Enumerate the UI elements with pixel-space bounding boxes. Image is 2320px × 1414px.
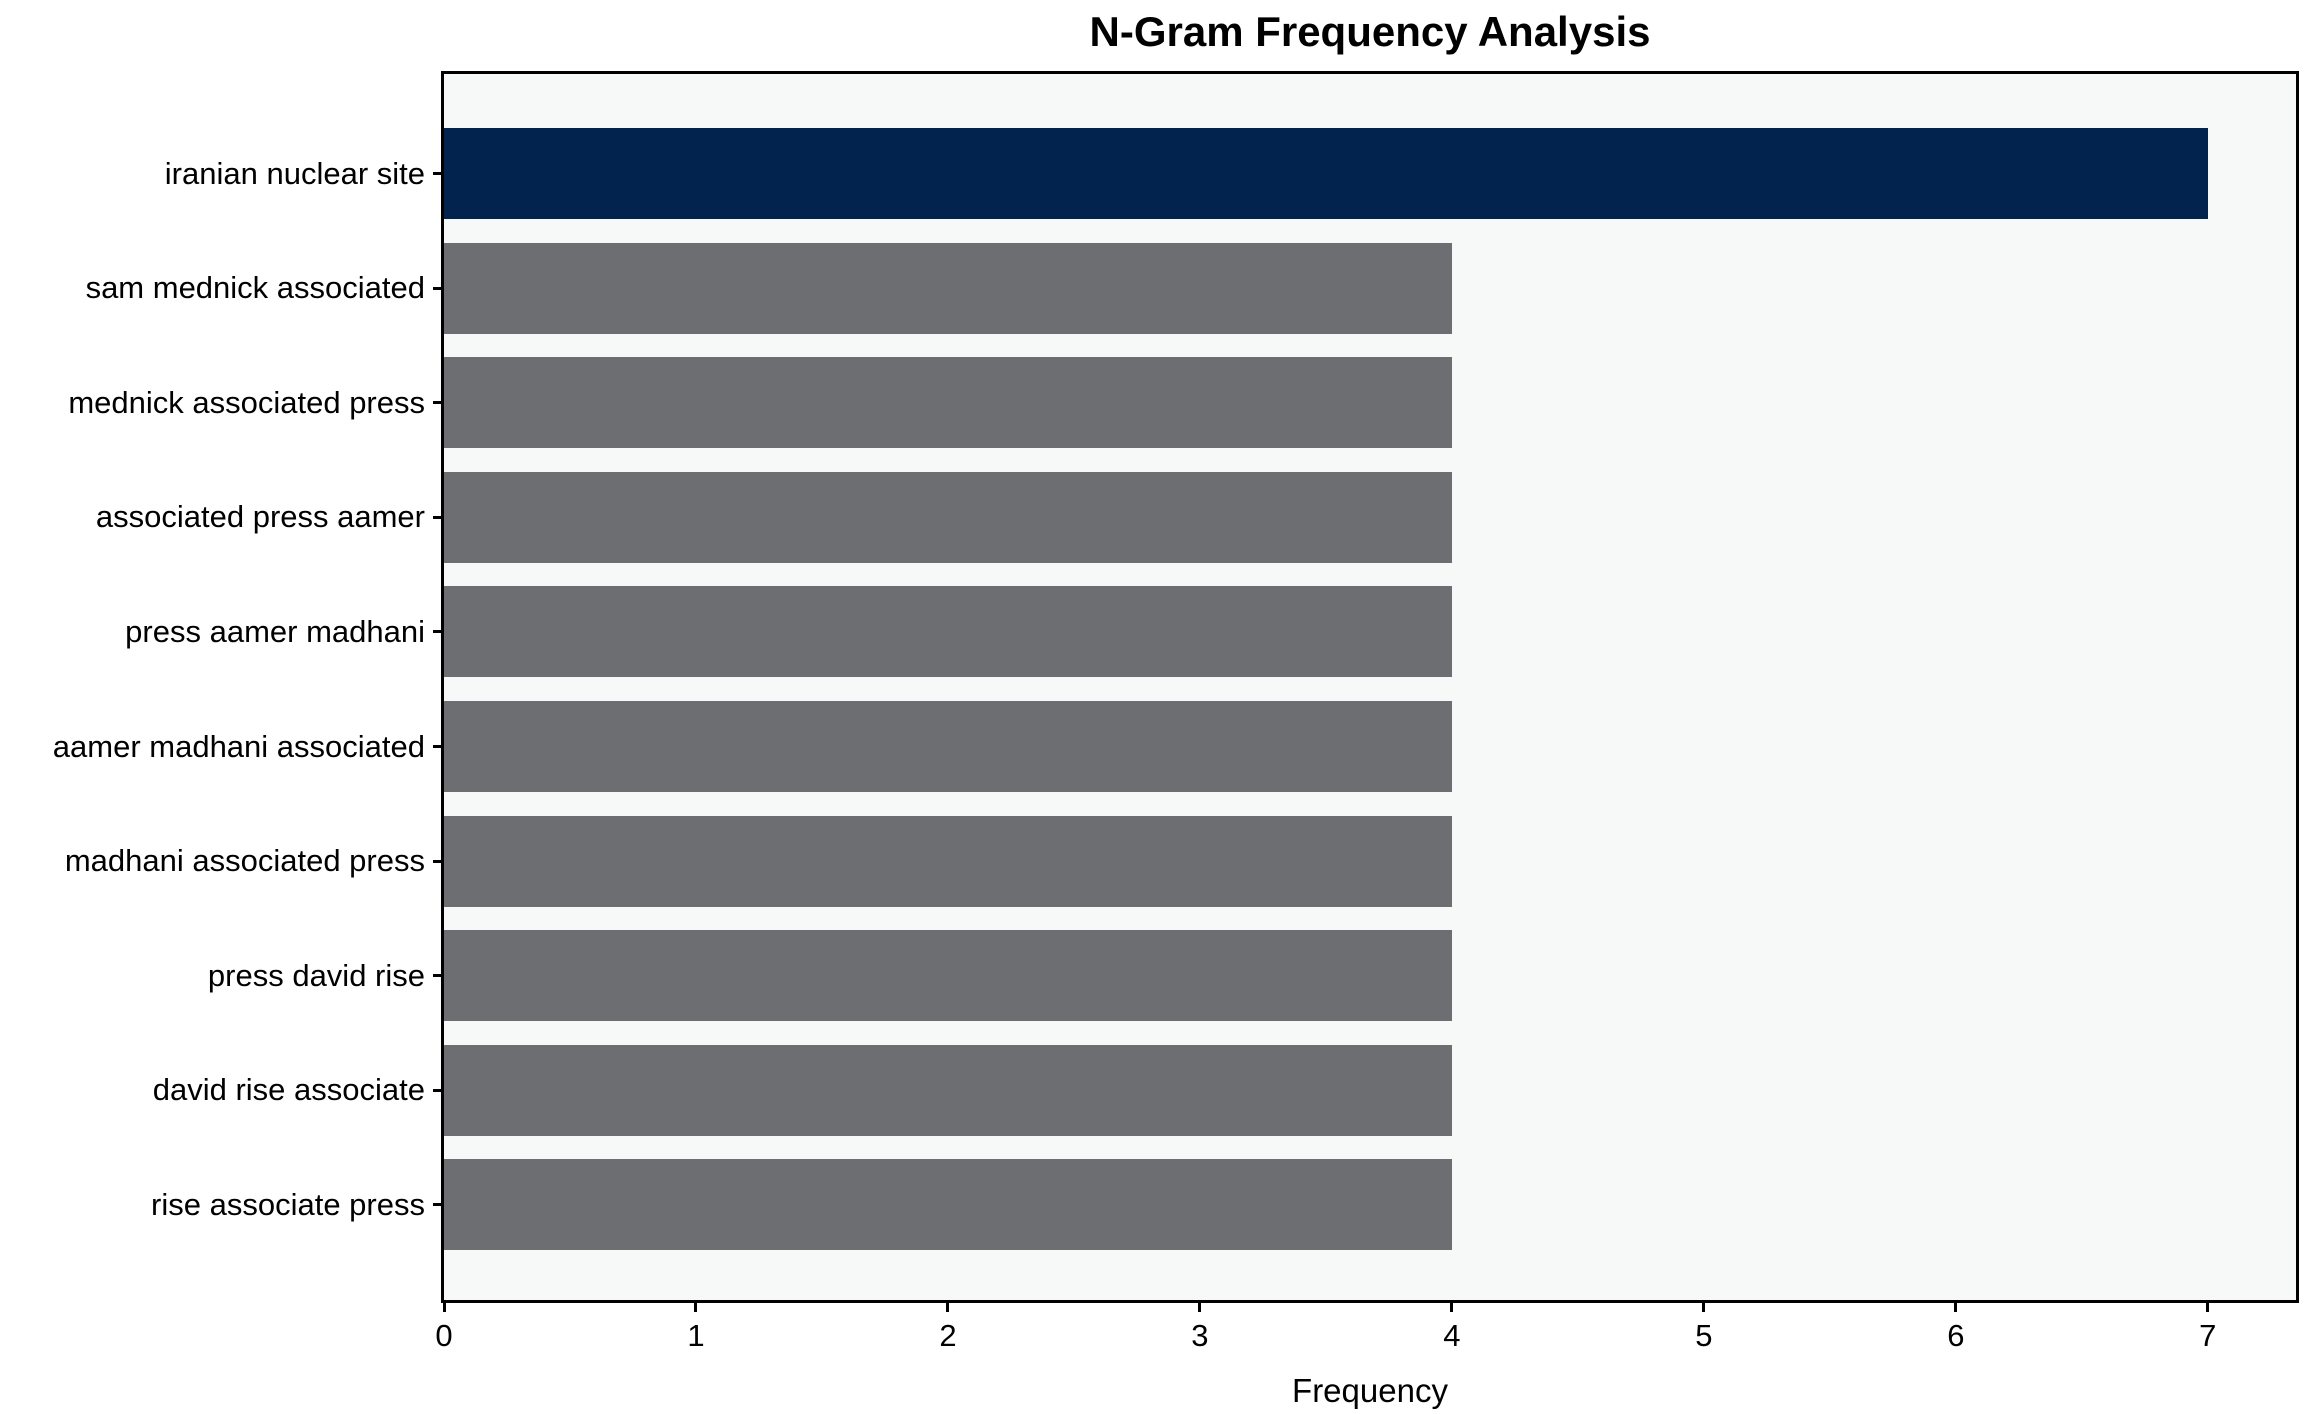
- y-tick-mark: [433, 1203, 441, 1207]
- y-tick-label: madhani associated press: [64, 843, 425, 879]
- y-tick-label: iranian nuclear site: [164, 155, 425, 191]
- y-tick-label: press aamer madhani: [125, 613, 425, 649]
- x-tick-label: 7: [2199, 1318, 2217, 1353]
- x-tick-label: 6: [1947, 1318, 1965, 1353]
- x-tick-mark: [1702, 1303, 1706, 1312]
- y-tick-mark: [433, 745, 441, 748]
- y-tick-label: mednick associated press: [68, 384, 425, 420]
- bar-associated-press-aamer: [444, 471, 1452, 563]
- y-tick-mark: [433, 401, 441, 405]
- x-tick-label: 1: [687, 1318, 705, 1353]
- x-tick-label: 3: [1191, 1318, 1209, 1353]
- x-tick-mark: [1450, 1303, 1454, 1312]
- y-tick-label: david rise associate: [152, 1072, 425, 1108]
- y-tick-mark: [433, 859, 441, 863]
- bar-sam-mednick-associated: [444, 242, 1452, 334]
- y-tick-label: press david rise: [207, 957, 425, 993]
- x-tick-mark: [2206, 1303, 2210, 1312]
- y-tick-mark: [433, 172, 441, 175]
- y-tick-label: aamer madhani associated: [52, 728, 425, 764]
- x-tick-label: 4: [1443, 1318, 1461, 1353]
- x-tick-mark: [1198, 1303, 1202, 1312]
- x-axis-title: Frequency: [1292, 1372, 1448, 1409]
- x-tick-label: 5: [1695, 1318, 1713, 1353]
- y-tick-mark: [433, 515, 441, 519]
- bar-iranian-nuclear-site: [444, 128, 2208, 219]
- x-tick-label: 2: [939, 1318, 957, 1353]
- bar-david-rise-associate: [444, 1044, 1452, 1136]
- bar-rise-associate-press: [444, 1159, 1452, 1251]
- y-tick-mark: [433, 286, 441, 290]
- bar-press-aamer-madhani: [444, 586, 1452, 678]
- x-tick-mark: [1954, 1303, 1958, 1312]
- y-tick-label: sam mednick associated: [85, 270, 425, 306]
- x-tick-label: 0: [435, 1318, 453, 1353]
- x-tick-mark: [442, 1303, 446, 1312]
- bar-press-david-rise: [444, 930, 1452, 1022]
- chart-title: N-Gram Frequency Analysis: [1089, 8, 1651, 55]
- y-tick-label: rise associate press: [151, 1186, 425, 1222]
- bar-madhani-associated-press: [444, 815, 1452, 907]
- y-tick-label: associated press aamer: [95, 499, 425, 535]
- bar-mednick-associated-press: [444, 357, 1452, 449]
- y-tick-mark: [433, 974, 441, 978]
- y-tick-mark: [433, 1088, 441, 1092]
- bar-aamer-madhani-associated: [444, 701, 1452, 792]
- x-tick-mark: [946, 1303, 950, 1312]
- plot-area: [441, 71, 2299, 1303]
- y-tick-mark: [433, 630, 441, 634]
- x-tick-mark: [694, 1303, 698, 1312]
